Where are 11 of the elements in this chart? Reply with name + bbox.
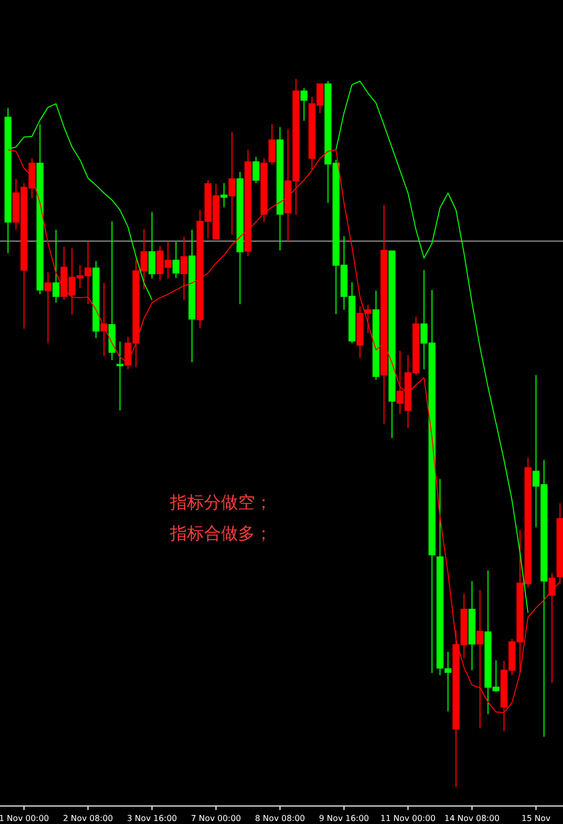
x-tick-label: 15 Nov — [521, 813, 551, 823]
x-tick-label: 9 Nov 16:00 — [319, 813, 369, 823]
x-tick-label: 14 Nov 08:00 — [444, 813, 500, 823]
x-tick-label: 11 Nov 00:00 — [380, 813, 436, 823]
x-tick-label: 3 Nov 16:00 — [127, 813, 177, 823]
x-tick-label: 1 Nov 00:00 — [0, 813, 49, 823]
x-tick-label: 2 Nov 08:00 — [63, 813, 113, 823]
annotation: 指标分做空； — [170, 493, 272, 513]
x-tick-label: 7 Nov 00:00 — [191, 813, 241, 823]
annotation: 指标合做多； — [170, 524, 272, 544]
x-tick-label: 8 Nov 08:00 — [255, 813, 305, 823]
